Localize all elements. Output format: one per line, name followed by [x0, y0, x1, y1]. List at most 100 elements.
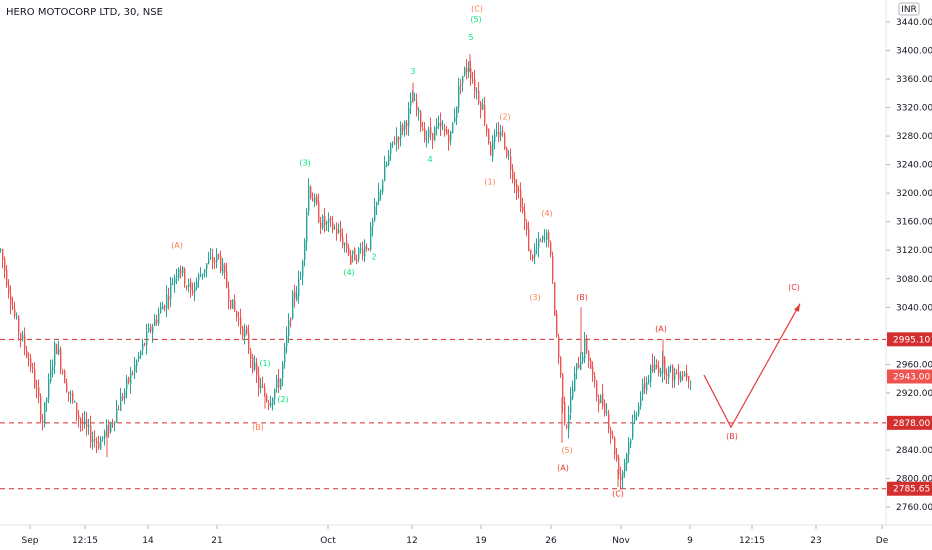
candle-body	[176, 275, 178, 278]
candle-body	[276, 378, 278, 388]
candle-body	[42, 420, 44, 424]
candle-body	[582, 357, 584, 362]
currency-badge[interactable]	[898, 2, 920, 16]
y-tick-label: 2800.00	[896, 474, 932, 484]
wave-label: (C)	[471, 4, 483, 13]
wave-label: (A)	[171, 241, 183, 250]
candle-body	[326, 221, 328, 224]
candle-body	[474, 79, 476, 91]
candle-body	[516, 183, 518, 193]
candle-body	[192, 290, 194, 294]
candle-body	[154, 319, 156, 326]
candle-body	[310, 186, 312, 198]
candle-body	[294, 291, 296, 299]
candle-body	[252, 357, 254, 371]
candle-body	[164, 305, 166, 309]
candle-body	[458, 85, 460, 108]
candle-body	[538, 239, 540, 248]
candle-body	[564, 402, 566, 424]
candle-body	[122, 396, 124, 399]
x-tick-label: Sep	[22, 536, 39, 546]
candle-body	[512, 168, 514, 180]
candle-body	[664, 357, 666, 374]
candle-body	[40, 396, 42, 420]
y-tick-label: 3400.00	[896, 47, 932, 57]
y-tick-label: 3280.00	[896, 132, 932, 142]
candle-body	[602, 393, 604, 406]
candle-body	[494, 134, 496, 142]
candle-body	[232, 299, 234, 309]
candle-body	[636, 414, 638, 416]
y-tick-label: 3240.00	[896, 161, 932, 171]
x-tick-label: 9	[687, 536, 693, 546]
candle-body	[638, 405, 640, 415]
candle-body	[480, 102, 482, 110]
candle-body	[8, 284, 10, 294]
candle-body	[248, 332, 250, 351]
wave-label: (3)	[529, 293, 540, 302]
level-price-label: 2878.00	[887, 415, 932, 430]
candle-body	[210, 257, 212, 259]
y-tick-label: 2840.00	[896, 446, 932, 456]
candle-body	[462, 76, 464, 84]
candle-body	[22, 335, 24, 340]
candle-body	[314, 196, 316, 203]
candle-body	[110, 422, 112, 432]
candle-body	[320, 222, 322, 228]
candle-body	[532, 255, 534, 259]
y-tick-label: 3120.00	[896, 246, 932, 256]
candle-body	[44, 402, 46, 425]
y-tick-label: 3040.00	[896, 303, 932, 313]
wave-label: (2)	[499, 113, 510, 122]
candle-body	[584, 339, 586, 359]
candle-body	[592, 367, 594, 375]
candle-body	[680, 376, 682, 382]
candle-body	[336, 228, 338, 234]
candle-body	[448, 134, 450, 143]
svg-text:2878.00: 2878.00	[893, 419, 930, 429]
level-price-label: 2785.65	[887, 481, 932, 496]
candle-body	[208, 259, 210, 264]
candle-body	[222, 264, 224, 274]
candle-body	[688, 375, 690, 382]
candle-body	[508, 154, 510, 156]
candle-body	[472, 79, 474, 81]
candle-body	[402, 125, 404, 132]
candle-body	[404, 121, 406, 130]
candle-body	[286, 335, 288, 347]
wave-label: (B)	[576, 293, 588, 302]
candle-body	[388, 155, 390, 165]
projection-arrowhead	[794, 303, 800, 312]
candle-body	[50, 368, 52, 381]
candle-body	[288, 320, 290, 336]
candle-body	[420, 111, 422, 127]
candle-body	[0, 249, 2, 251]
candle-body	[278, 378, 280, 388]
candle-body	[442, 127, 444, 129]
candle-body	[116, 408, 118, 422]
candle-body	[520, 190, 522, 208]
candle-body	[386, 163, 388, 166]
chart-title: HERO MOTOCORP LTD, 30, NSE	[6, 7, 163, 18]
candle-body	[590, 360, 592, 369]
candle-body	[114, 421, 116, 424]
candle-body	[426, 137, 428, 139]
candle-body	[262, 386, 264, 388]
candle-body	[496, 132, 498, 135]
candle-body	[464, 67, 466, 75]
candle-body	[644, 382, 646, 389]
candle-body	[70, 393, 72, 395]
candle-body	[36, 388, 38, 390]
candle-body	[46, 398, 48, 402]
candle-body	[374, 207, 376, 221]
candle-body	[624, 462, 626, 472]
candle-body	[54, 343, 56, 366]
candle-body	[418, 109, 420, 112]
candle-body	[646, 381, 648, 391]
candle-body	[606, 411, 608, 413]
candle-body	[92, 439, 94, 442]
candle-body	[196, 281, 198, 289]
candle-body	[118, 409, 120, 411]
